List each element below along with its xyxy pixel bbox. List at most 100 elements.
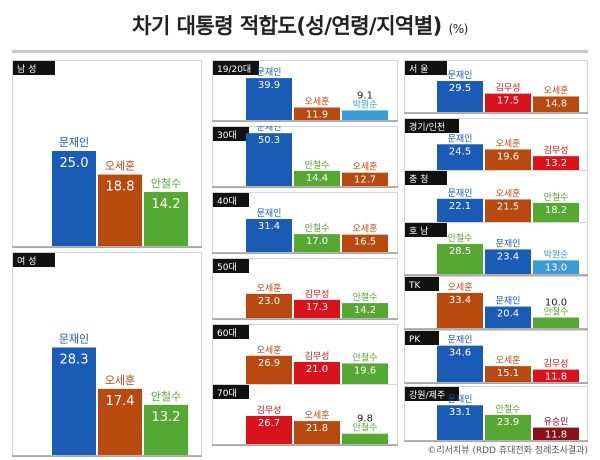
bar — [437, 144, 483, 170]
panel-tag — [405, 223, 447, 237]
chart-panel: PK 문재인 34.6 오세훈 15.1 김무성 11.8 — [404, 330, 588, 384]
candidate-label: 김무성 — [305, 350, 330, 362]
candidate-label: 문재인 — [59, 136, 89, 149]
value-label: 23.9 — [497, 417, 519, 428]
candidate-label: 안철수 — [353, 292, 378, 303]
value-label: 20.4 — [497, 309, 519, 320]
candidate-label: 안철수 — [353, 352, 378, 363]
candidate-label: 오세훈 — [496, 354, 521, 366]
candidate-label: 문재인 — [448, 133, 473, 144]
candidate-label: 문재인 — [448, 335, 473, 346]
bar — [533, 427, 579, 440]
panel-tag — [13, 253, 55, 267]
value-label: 21.8 — [306, 423, 328, 434]
bar — [246, 355, 292, 384]
panel-title: 30대 — [217, 130, 237, 141]
bar — [533, 369, 579, 382]
value-label: 9.8 — [357, 414, 373, 425]
candidate-label: 오세훈 — [496, 187, 521, 199]
value-label: 28.5 — [449, 246, 471, 257]
panel-title: 남 성 — [17, 64, 36, 75]
value-label: 13.2 — [545, 158, 567, 169]
candidate-label: 박원순 — [544, 249, 569, 260]
candidate-label: 안철수 — [448, 233, 473, 244]
candidate-label: 오세훈 — [353, 223, 378, 235]
bar — [485, 249, 531, 274]
bar — [294, 361, 340, 384]
bar — [98, 388, 142, 455]
value-label: 11.8 — [545, 430, 567, 441]
bar — [144, 192, 188, 246]
bar — [533, 96, 579, 112]
candidate-label: 문재인 — [496, 238, 521, 249]
panel-tag — [213, 127, 249, 141]
value-label: 14.8 — [545, 98, 567, 109]
value-label: 21.5 — [497, 201, 519, 212]
candidate-label: 박원순 — [353, 99, 378, 110]
bar — [485, 199, 531, 222]
value-label: 28.3 — [60, 352, 89, 367]
value-label: 9.1 — [357, 90, 373, 101]
value-label: 13.2 — [152, 410, 181, 425]
candidate-label: 안철수 — [305, 160, 330, 171]
candidate-label: 오세훈 — [448, 281, 473, 293]
bar — [294, 170, 340, 186]
bar — [437, 81, 483, 112]
candidate-label: 문재인 — [448, 188, 473, 199]
panel-title: TK — [408, 281, 421, 291]
candidate-label: 안철수 — [544, 192, 569, 203]
value-label: 26.9 — [258, 358, 280, 369]
value-label: 13.0 — [545, 262, 567, 273]
bar — [246, 78, 292, 120]
panel-tag — [405, 171, 447, 185]
value-label: 31.4 — [258, 221, 280, 232]
panel-title: 경기/인천 — [409, 121, 445, 133]
bar — [294, 299, 340, 318]
value-label: 17.0 — [306, 236, 328, 247]
value-label: 17.5 — [497, 96, 519, 107]
bar — [437, 345, 483, 382]
bar — [485, 149, 531, 170]
bar — [533, 202, 579, 222]
bar — [437, 292, 483, 328]
bar — [246, 133, 292, 186]
value-label: 14.2 — [354, 305, 376, 316]
panel-tag — [405, 277, 439, 291]
candidate-label: 오세훈 — [105, 160, 135, 173]
value-label: 23.0 — [258, 296, 280, 307]
chart-title: 차기 대통령 적합도(성/연령/지역별) (%) — [0, 10, 600, 40]
bar — [342, 110, 388, 120]
panel-tag — [405, 331, 439, 345]
value-label: 19.6 — [354, 365, 376, 376]
title-divider — [12, 50, 588, 53]
candidate-label: 오세훈 — [105, 374, 135, 387]
bar — [485, 306, 531, 328]
value-label: 22.1 — [449, 201, 471, 212]
candidate-label: 김무성 — [496, 82, 521, 94]
candidate-label: 안철수 — [305, 223, 330, 234]
panel-title: 호 남 — [409, 226, 428, 237]
value-label: 10.0 — [545, 298, 567, 309]
bar — [485, 93, 531, 112]
chart-panel: 강원/제주 문재인 33.1 안철수 23.9 유승민 11.8 — [404, 386, 588, 442]
value-label: 18.8 — [106, 180, 135, 195]
bar — [533, 260, 579, 274]
chart-panel: 30대 문재인 50.3 안철수 14.4 오세훈 12.7 — [212, 126, 398, 188]
value-label: 19.6 — [497, 151, 519, 162]
bar — [342, 303, 388, 318]
value-label: 33.4 — [449, 295, 471, 306]
candidate-label: 오세훈 — [544, 84, 569, 96]
bar — [246, 219, 292, 252]
value-label: 50.3 — [258, 135, 280, 146]
candidate-label: 오세훈 — [305, 96, 330, 108]
bar — [246, 293, 292, 318]
value-label: 15.1 — [497, 368, 519, 379]
value-label: 21.0 — [306, 364, 328, 375]
